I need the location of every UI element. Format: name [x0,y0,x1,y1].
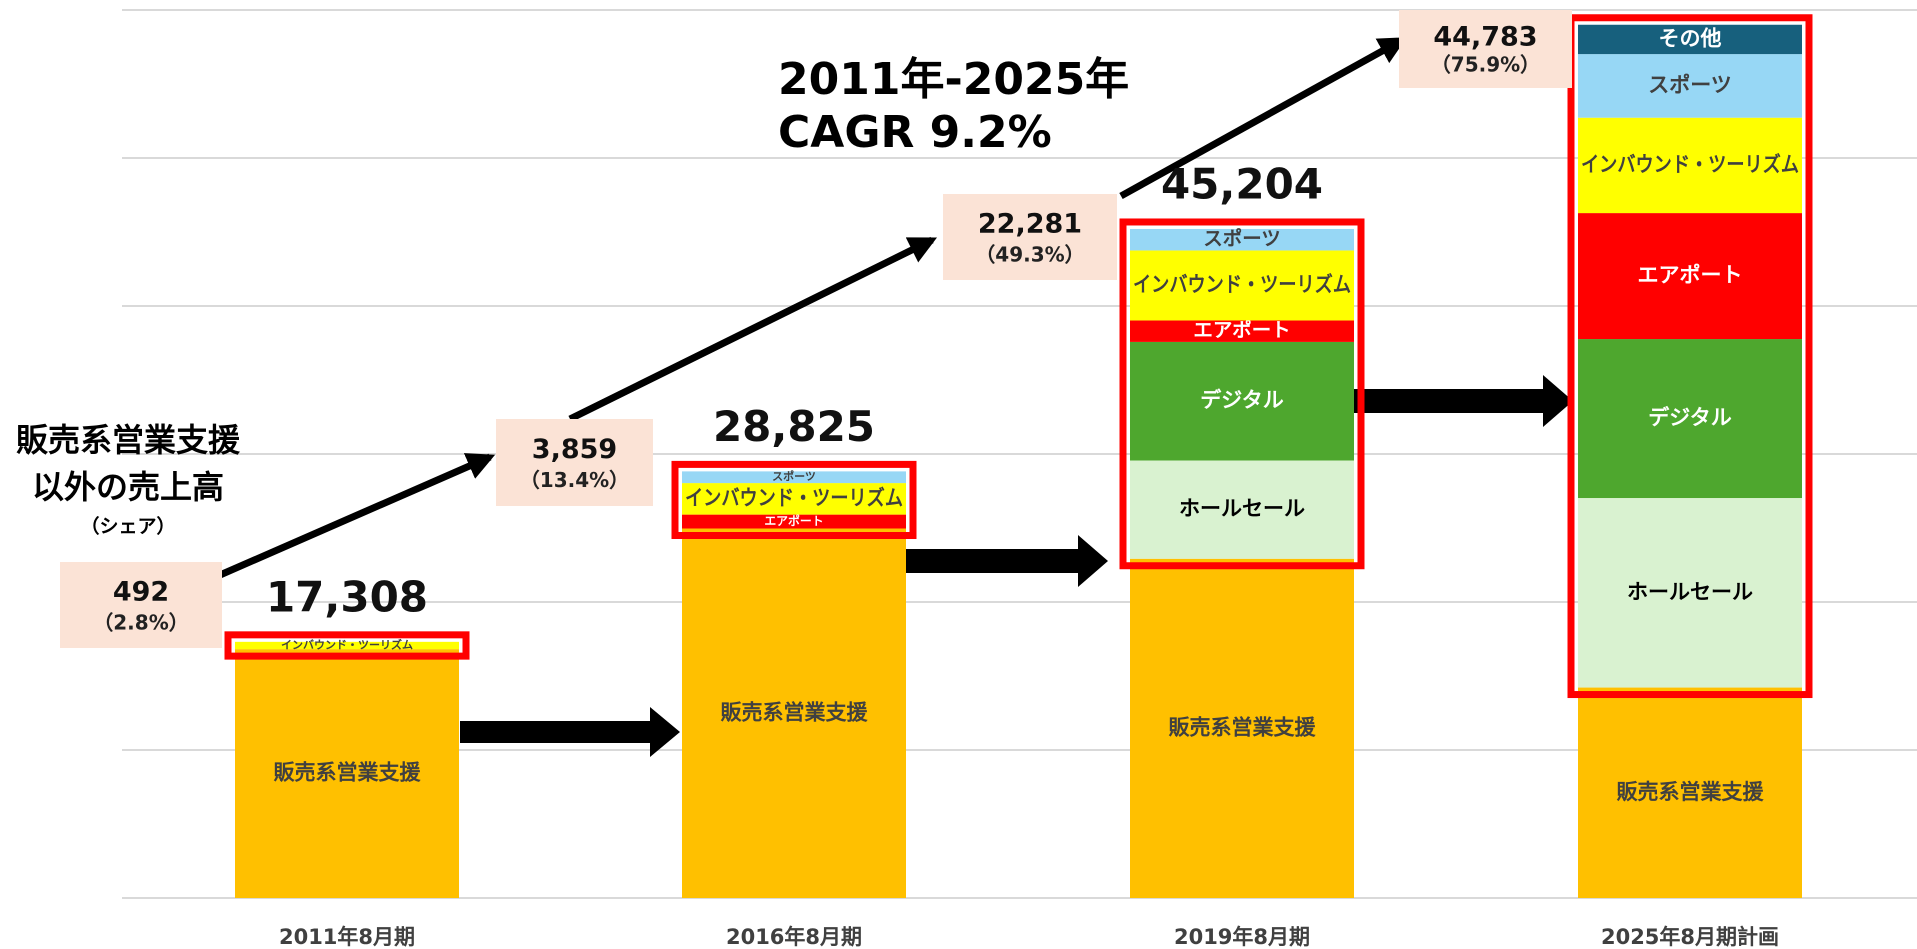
other-sales-share: （49.3%） [975,242,1084,266]
bar-segment [235,649,459,898]
segment-label: その他 [1659,26,1722,50]
segment-label: 販売系営業支援 [274,761,422,785]
bar-segment [682,483,906,515]
bar-segment [235,641,459,650]
other-sales-box [496,419,653,506]
segment-label: 販売系営業支援 [1169,715,1317,739]
bar-segment [682,528,906,898]
highlight-box [671,460,917,540]
total-label: 45,204 [1161,159,1323,208]
total-label: 17,308 [266,572,428,621]
other-sales-label: 492 [113,576,169,607]
other-sales-label: 3,859 [532,434,617,465]
block-arrow [893,535,1108,587]
bar-segment [1130,228,1354,251]
segment-label: デジタル [1648,406,1732,430]
bar-segment [1578,339,1802,499]
left-title: 販売系営業支援 [16,421,241,459]
segment-label: スポーツ [1648,73,1732,97]
other-sales-share: （2.8%） [93,610,188,634]
x-tick-label: 2016年8月期 [726,925,862,949]
segment-label: インバウンド・ツーリズム [281,637,413,651]
left-title: 以外の売上高 [32,468,224,506]
segment-label: デジタル [1200,388,1284,412]
segment-label: インバウンド・ツーリズム [685,486,903,510]
other-sales-share: （13.4%） [520,468,629,492]
bar-segment [1130,320,1354,342]
x-tick-label: 2025年8月期計画 [1601,925,1779,949]
bar-segment [1578,54,1802,118]
left-subtitle: （シェア） [80,515,175,538]
block-arrow [1350,375,1573,427]
cagr-annotation: 2011年-2025年 [778,54,1129,105]
block-arrows [460,375,1573,757]
arrow [1119,36,1407,200]
segment-label: 販売系営業支援 [721,700,869,724]
bar-segment [1578,24,1802,55]
segment-label: インバウンド・ツーリズム [1581,152,1799,176]
bar-segment [1578,117,1802,214]
highlight-box [1119,218,1365,570]
bar-segment [1578,687,1802,898]
other-sales-label: 22,281 [978,208,1082,239]
highlight-box [1567,14,1813,699]
bar-segment [1130,250,1354,321]
bar-segment [1130,558,1354,898]
segment-label: エアポート [764,514,823,528]
highlight-box [224,631,470,660]
growth-arrows [218,36,1407,579]
segment-label: エアポート [1193,319,1290,342]
x-tick-label: 2019年8月期 [1174,925,1310,949]
other-sales-label: 44,783 [1433,22,1537,53]
segment-label: スポーツ [1203,227,1280,250]
total-label: 28,825 [713,402,875,451]
bar-segment [1130,341,1354,461]
other-sales-box [60,562,222,648]
cagr-annotation: CAGR 9.2% [778,107,1052,158]
block-arrow [460,707,680,757]
other-sales-box [1399,10,1572,88]
segment-label: インバウンド・ツーリズム [1133,272,1351,296]
bar-segment [1130,460,1354,559]
other-sales-share: （75.9%） [1431,53,1540,77]
bar-segment [1578,498,1802,688]
segment-label: 販売系営業支援 [1617,780,1765,804]
arrow [568,236,938,423]
bar-segment [1578,213,1802,340]
bar-segment [682,514,906,529]
bar-segment [682,471,906,484]
segment-label: ホールセール [1627,580,1753,604]
x-tick-label: 2011年8月期 [279,925,415,949]
segment-label: ホールセール [1179,497,1305,521]
segment-label: エアポート [1638,263,1743,287]
other-sales-box [943,194,1117,280]
segment-label: スポーツ [772,469,816,483]
arrow [218,453,496,579]
